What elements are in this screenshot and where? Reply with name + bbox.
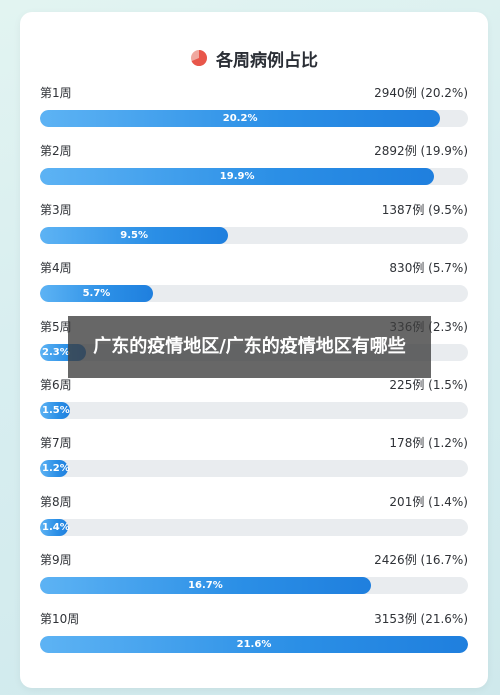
bar-track: 1.2% (40, 460, 468, 478)
banner-text: 广东的疫情地区/广东的疫情地区有哪些 (93, 336, 406, 357)
bar-track: 21.6% (40, 635, 468, 653)
category-label: 第10周 (40, 611, 80, 626)
category-label: 第7周 (40, 436, 72, 451)
watermark-banner: 广东的疫情地区/广东的疫情地区有哪些 (68, 316, 431, 378)
bar-track: 9.5% (40, 226, 468, 244)
value-label: 2426例 (16.7%) (374, 553, 468, 568)
bar-label: 21.6% (236, 638, 272, 650)
bar-row: 第6周 225例 (1.5%) 1.5% (40, 376, 468, 420)
bar: 1.4% (40, 518, 70, 536)
bar-label: 5.7% (82, 288, 111, 300)
value-label: 1387例 (9.5%) (381, 202, 468, 217)
category-label: 第9周 (40, 553, 72, 568)
bar: 1.2% (40, 460, 70, 478)
category-label: 第6周 (40, 378, 72, 392)
bar: 20.2% (40, 110, 441, 127)
bar: 16.7% (40, 577, 371, 595)
bar-row: 第2周 2892例 (19.9%) 19.9% (40, 142, 468, 186)
value-label: 2940例 (20.2%) (374, 86, 468, 100)
bar-track: 1.4% (40, 518, 468, 536)
bar-track: 20.2% (40, 110, 468, 127)
bar-row: 第7周 178例 (1.2%) 1.2% (40, 434, 468, 478)
chart-header: 各周病例占比 (20, 46, 488, 71)
category-label: 第4周 (40, 261, 72, 276)
bar-label: 1.2% (42, 463, 70, 475)
value-label: 225例 (1.5%) (389, 378, 468, 392)
bar: 9.5% (40, 226, 229, 244)
chart-title: 各周病例占比 (216, 50, 318, 71)
bar-label: 16.7% (188, 580, 223, 592)
bar-label: 1.5% (42, 405, 70, 416)
bar-row: 第3周 1387例 (9.5%) 9.5% (40, 201, 468, 245)
value-label: 178例 (1.2%) (389, 436, 468, 451)
bar-track: 1.5% (40, 402, 468, 419)
bar: 5.7% (40, 285, 153, 303)
bar-row: 第4周 830例 (5.7%) 5.7% (40, 259, 468, 303)
value-label: 2892例 (19.9%) (374, 144, 468, 159)
bar-row: 第1周 2940例 (20.2%) 20.2% (40, 84, 468, 128)
bar-row: 第9周 2426例 (16.7%) 16.7% (40, 551, 468, 595)
bar-row: 第10周 3153例 (21.6%) 21.6% (40, 610, 468, 654)
pie-chart-icon (191, 50, 207, 66)
category-label: 第5周 (40, 319, 72, 334)
bar-label: 20.2% (222, 113, 258, 124)
bar-label: 2.3% (42, 346, 70, 358)
bar-track: 19.9% (40, 168, 468, 186)
category-label: 第8周 (40, 494, 72, 509)
bar-track: 16.7% (40, 577, 468, 595)
value-label: 830例 (5.7%) (389, 261, 468, 276)
value-label: 3153例 (21.6%) (374, 611, 468, 626)
category-label: 第3周 (40, 202, 72, 217)
bar-label: 9.5% (120, 229, 148, 241)
bar: 1.5% (40, 402, 70, 419)
value-label: 201例 (1.4%) (389, 494, 468, 509)
bar-track: 5.7% (40, 285, 468, 303)
bar-label: 19.9% (219, 171, 255, 183)
category-label: 第2周 (40, 144, 72, 159)
bar-row: 第8周 201例 (1.4%) 1.4% (40, 493, 468, 537)
bar: 21.6% (40, 635, 468, 653)
bar-label: 1.4% (42, 521, 70, 533)
category-label: 第1周 (40, 86, 72, 100)
bar: 19.9% (40, 168, 435, 186)
